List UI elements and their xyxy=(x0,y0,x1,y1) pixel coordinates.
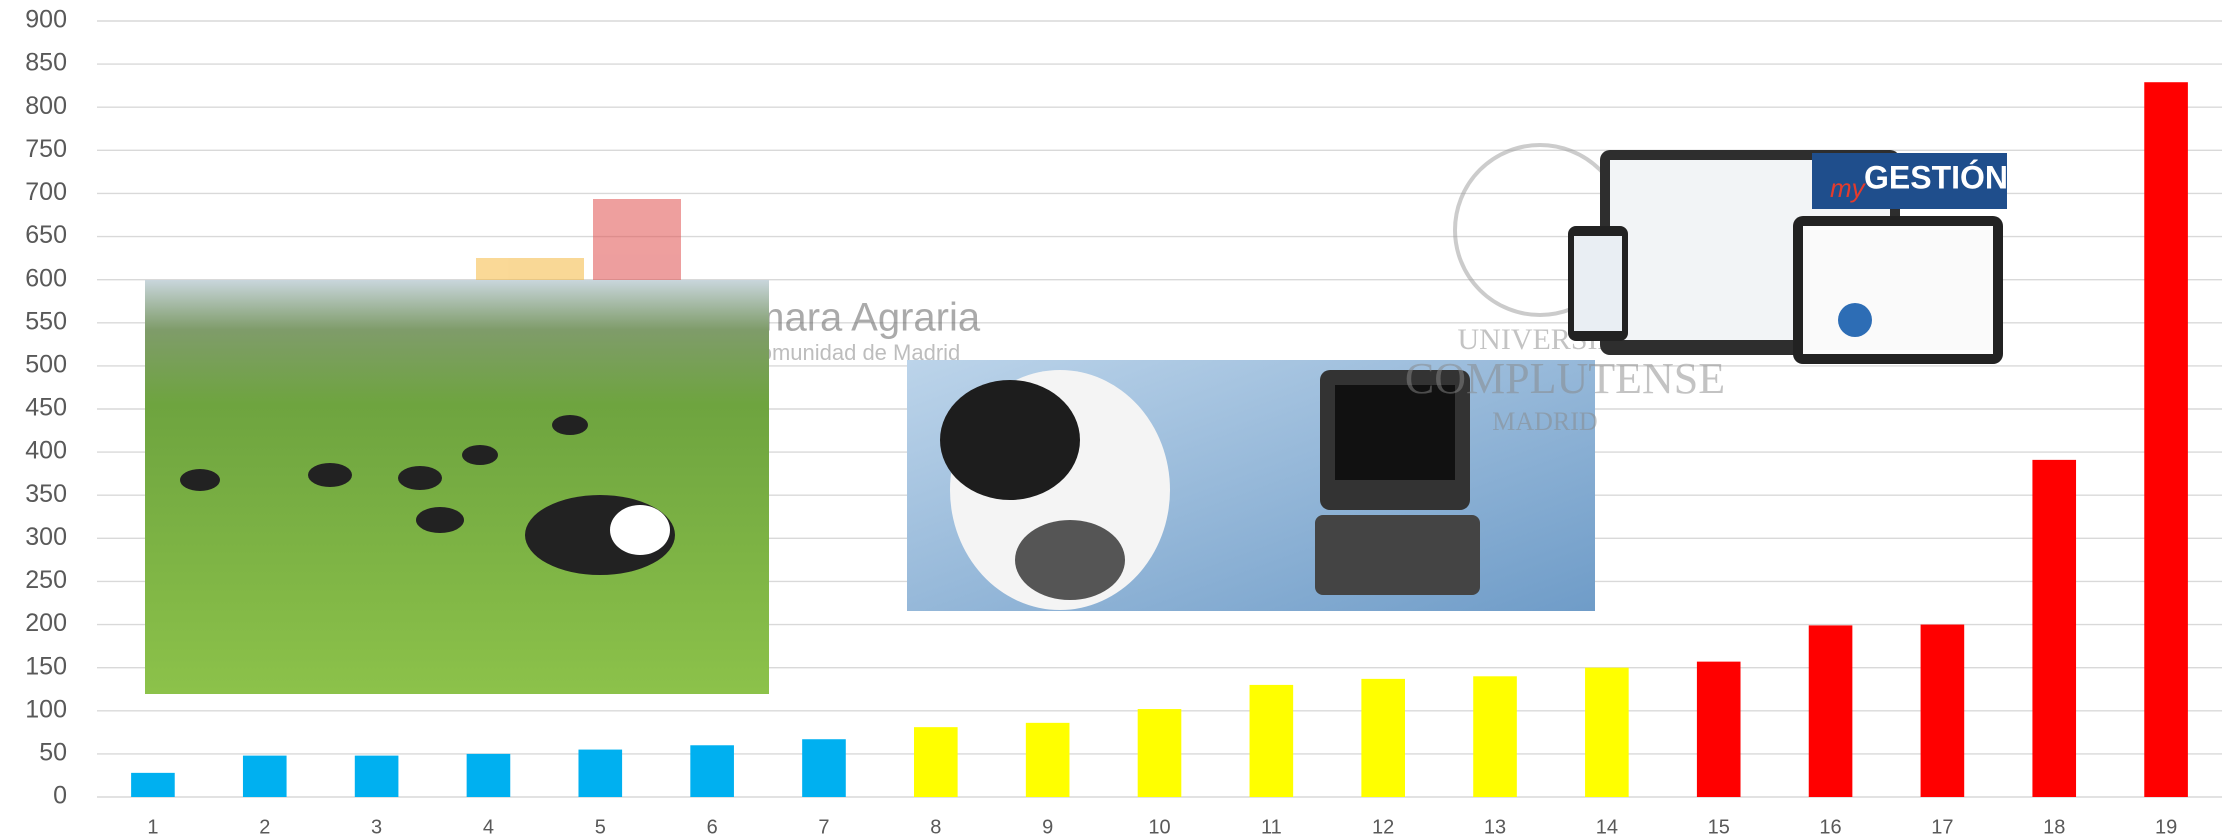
pasture-photo xyxy=(145,280,769,694)
y-tick-label: 550 xyxy=(25,307,67,335)
bar xyxy=(914,727,958,797)
logo-text: COMPLUTENSE xyxy=(1405,354,1725,403)
logo-text: GESTIÓN xyxy=(1864,159,2008,195)
chart: Cámara Agraria de la Comunidad de Madrid… xyxy=(0,0,2229,839)
x-tick-label: 18 xyxy=(2043,816,2065,838)
logo-text: MADRID xyxy=(1492,407,1597,436)
x-tick-label: 13 xyxy=(1484,816,1506,838)
bar xyxy=(802,739,846,797)
x-tick-label: 7 xyxy=(818,816,829,838)
bar xyxy=(2144,82,2188,797)
y-tick-label: 800 xyxy=(25,92,67,120)
bar xyxy=(1361,679,1405,797)
x-tick-label: 17 xyxy=(1931,816,1953,838)
bar xyxy=(1809,625,1853,797)
bar xyxy=(690,745,734,797)
bar xyxy=(2032,460,2076,797)
y-tick-label: 850 xyxy=(25,49,67,77)
y-tick-label: 50 xyxy=(39,738,67,766)
y-tick-label: 900 xyxy=(25,6,67,34)
bar xyxy=(355,756,399,797)
y-tick-label: 200 xyxy=(25,609,67,637)
y-tick-label: 250 xyxy=(25,566,67,594)
x-tick-label: 16 xyxy=(1819,816,1841,838)
y-tick-label: 300 xyxy=(25,523,67,551)
bar xyxy=(1250,685,1294,797)
x-tick-label: 4 xyxy=(483,816,494,838)
y-tick-label: 650 xyxy=(25,221,67,249)
x-tick-label: 1 xyxy=(147,816,158,838)
bar xyxy=(1697,662,1741,797)
y-tick-label: 150 xyxy=(25,652,67,680)
x-tick-label: 14 xyxy=(1596,816,1618,838)
logo-text: my xyxy=(1830,173,1867,203)
x-tick-label: 8 xyxy=(930,816,941,838)
bar xyxy=(131,773,175,797)
bar xyxy=(1026,723,1070,797)
x-tick-label: 6 xyxy=(707,816,718,838)
x-tick-label: 9 xyxy=(1042,816,1053,838)
bar xyxy=(1473,676,1517,797)
x-tick-label: 12 xyxy=(1372,816,1394,838)
x-tick-label: 15 xyxy=(1708,816,1730,838)
x-tick-label: 5 xyxy=(595,816,606,838)
bar xyxy=(1585,668,1629,797)
y-tick-label: 450 xyxy=(25,394,67,422)
bar xyxy=(243,756,287,797)
y-tick-label: 600 xyxy=(25,264,67,292)
y-tick-label: 0 xyxy=(53,782,67,810)
y-tick-label: 500 xyxy=(25,350,67,378)
y-tick-label: 100 xyxy=(25,695,67,723)
bar xyxy=(1138,709,1182,797)
bar xyxy=(1921,625,1965,797)
x-tick-label: 10 xyxy=(1148,816,1170,838)
bar xyxy=(578,750,622,797)
software-screens: my GESTIÓN xyxy=(1568,150,2008,364)
x-tick-label: 2 xyxy=(259,816,270,838)
y-tick-label: 400 xyxy=(25,437,67,465)
y-tick-label: 350 xyxy=(25,480,67,508)
bar xyxy=(467,754,511,797)
x-tick-label: 3 xyxy=(371,816,382,838)
y-tick-label: 700 xyxy=(25,178,67,206)
x-tick-label: 19 xyxy=(2155,816,2177,838)
x-tick-label: 11 xyxy=(1261,816,1282,838)
y-tick-label: 750 xyxy=(25,135,67,163)
